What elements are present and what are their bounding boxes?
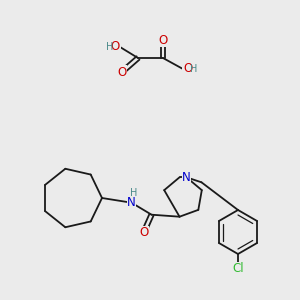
Text: O: O (139, 226, 148, 239)
Text: O: O (111, 40, 120, 53)
Text: N: N (127, 196, 136, 209)
Text: H: H (130, 188, 137, 198)
Text: Cl: Cl (232, 262, 244, 275)
Text: H: H (106, 42, 113, 52)
Text: O: O (158, 34, 168, 46)
Text: H: H (190, 64, 197, 74)
Text: O: O (117, 65, 127, 79)
Text: O: O (183, 62, 192, 76)
Text: N: N (182, 171, 191, 184)
